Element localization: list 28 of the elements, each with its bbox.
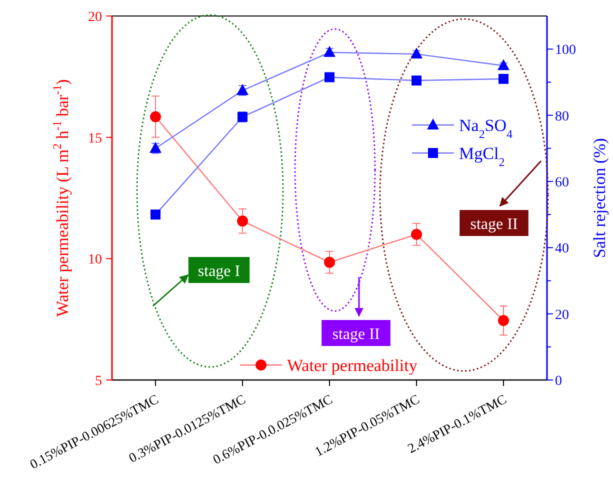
- y2-tick-label: 80: [555, 109, 569, 124]
- point: [498, 74, 508, 84]
- point: [237, 216, 248, 227]
- point: [150, 111, 161, 122]
- y-tick-label: 15: [88, 131, 102, 146]
- point: [498, 315, 509, 326]
- point: [324, 72, 334, 82]
- y2-tick-label: 100: [555, 43, 576, 58]
- y2-axis-title: Salt rejection (%): [590, 138, 609, 258]
- y2-tick-label: 40: [555, 242, 569, 257]
- y-tick-label: 20: [88, 10, 102, 25]
- point: [410, 48, 422, 59]
- legend-label: Water permeability: [287, 356, 418, 375]
- annotation: stage II: [470, 216, 518, 233]
- y2-tick-label: 0: [555, 374, 562, 389]
- point: [150, 210, 160, 220]
- point: [324, 256, 335, 268]
- y-tick-label: 10: [88, 252, 102, 268]
- annotation: stage II: [332, 326, 380, 343]
- point: [411, 228, 422, 240]
- legend-label: Na$_{2}$SO$_{4}$: [459, 116, 513, 141]
- annotation: stage I: [198, 263, 240, 280]
- point: [412, 76, 422, 86]
- y-tick-label: 5: [95, 374, 102, 389]
- point: [498, 59, 510, 70]
- legend-label: MgCl$_{2}$: [459, 144, 505, 169]
- y2-tick-label: 20: [555, 308, 569, 323]
- y2-tick-label: 60: [555, 175, 569, 190]
